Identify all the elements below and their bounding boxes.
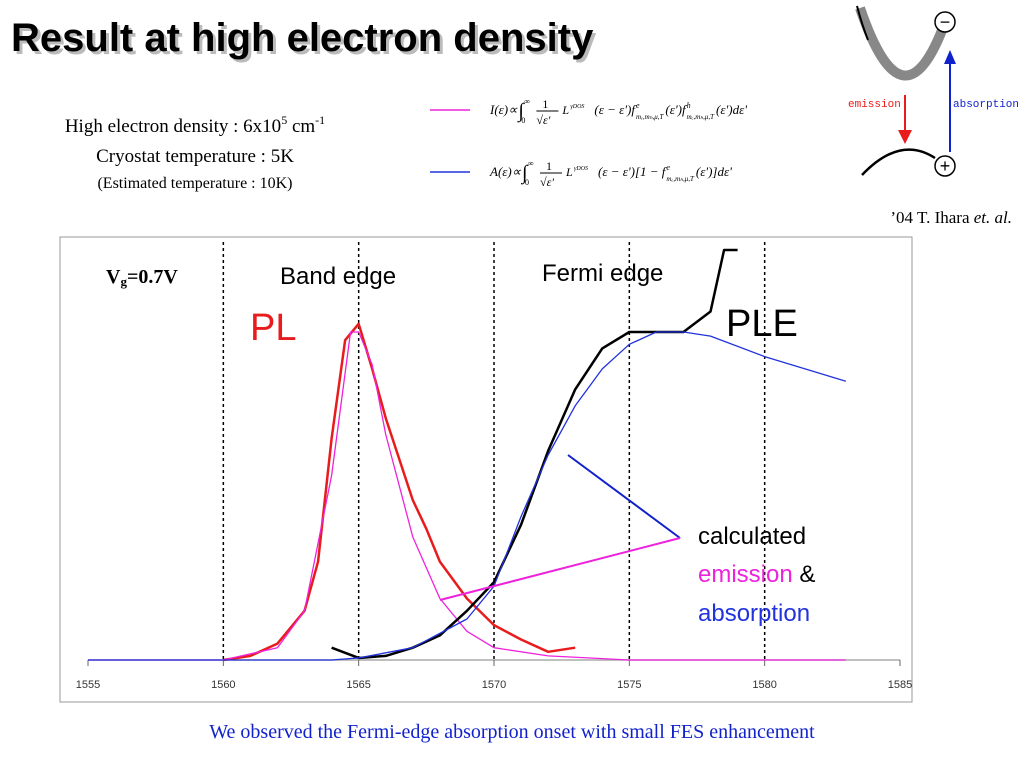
formula-part: L <box>565 165 573 179</box>
fermi-edge-label: Fermi edge <box>542 260 663 287</box>
band-edge-label: Band edge <box>280 263 396 290</box>
pointer <box>567 454 681 539</box>
cryostat: Cryostat temperature : 5K <box>96 146 294 167</box>
formula: I(ε)∝ ∫ ∞01√ε'L γDOS (ε − ε')f emₑ,mₕ,μ,T (ε')… <box>489 97 747 127</box>
emission-label: emission & <box>698 561 815 588</box>
sup: -1 <box>315 113 325 127</box>
formula-part: L <box>561 103 569 117</box>
formula-part: 0 <box>521 116 525 125</box>
citation: ’04 T. Ihara et. al. <box>890 208 1012 227</box>
vg-sub: g <box>120 274 127 289</box>
plus: + <box>940 156 951 176</box>
formula-part: mₑ,mₕ,μ,T <box>687 113 716 121</box>
formula-part: √ε' <box>536 113 550 127</box>
formula-part: γDOS <box>570 104 584 110</box>
formula-part: √ε' <box>540 175 554 189</box>
absorption-label: absorption <box>953 99 1019 111</box>
calculated-label: calculated <box>698 523 806 550</box>
formula-part: e <box>666 163 670 172</box>
formula-part: ∫ <box>520 162 529 185</box>
amp: & <box>793 561 816 588</box>
formula-part: A(ε)∝ <box>489 164 522 179</box>
x-tick-label: 1555 <box>76 679 100 691</box>
title-shadow: Result at high electron density <box>14 19 597 63</box>
formula-part: mₑ,mₕ,μ,T <box>666 175 695 183</box>
emission-label: emission <box>848 99 901 111</box>
x-tick-label: 1565 <box>346 679 370 691</box>
density-line: High electron density : 6x105 cm-1 <box>65 113 325 137</box>
formula-part: 0 <box>525 178 529 187</box>
formula-part: (ε')]dε' <box>696 164 732 179</box>
x-tick-label: 1580 <box>752 679 776 691</box>
series-line <box>331 248 738 660</box>
density-text: High electron density : 6x10 <box>65 116 281 137</box>
pl-label: PL <box>250 307 296 349</box>
formula-part: ∞ <box>528 159 534 168</box>
formula-part: ∫ <box>516 100 525 123</box>
estimated: (Estimated temperature : 10K) <box>97 175 292 192</box>
formula-part: (ε − ε')f <box>594 102 637 117</box>
sup: 5 <box>281 113 287 127</box>
citation-text: ’04 T. Ihara <box>890 208 973 227</box>
formula-part: (ε')f <box>665 102 688 117</box>
caption: We observed the Fermi-edge absorption on… <box>209 721 815 743</box>
series-line <box>88 331 847 661</box>
band-parabola <box>855 6 953 81</box>
x-tick-label: 1570 <box>482 679 506 691</box>
absorption-label: absorption <box>698 600 810 627</box>
formula: A(ε)∝ ∫ ∞ 0 1 √ε' L γDOS (ε − ε')[1 − f e mₑ,mₕ,μ,… <box>489 159 732 189</box>
unit: cm <box>287 116 315 137</box>
valence-band <box>861 148 936 176</box>
formula-part: mₑ,mₕ,μ,T <box>636 113 665 121</box>
title: Result at high electron density <box>11 16 594 60</box>
x-tick-label: 1575 <box>617 679 641 691</box>
pointer <box>439 537 681 601</box>
emission-word: emission <box>698 561 793 588</box>
vg-rest: =0.7V <box>127 266 178 288</box>
citation-etal: et. al. <box>974 208 1012 227</box>
hole <box>934 155 956 177</box>
formula-part: γDOS <box>574 166 588 172</box>
band-line <box>856 5 869 41</box>
vg-main: V <box>106 266 121 288</box>
x-tick-label: 1560 <box>211 679 235 691</box>
formula-part: (ε')dε' <box>716 102 747 117</box>
chart: 1555 1560 1565 1570 1575 1580 1585 Vg=0.7V Band … <box>76 242 912 691</box>
arrowhead <box>944 50 956 64</box>
chart-frame <box>59 236 913 703</box>
formula-part: (ε − ε')[1 − f <box>598 164 668 179</box>
minus: − <box>940 12 951 32</box>
x-tick-label: 1585 <box>888 679 912 691</box>
formula-part: I(ε)∝ <box>489 102 518 117</box>
formula-part: ∞ <box>524 97 530 106</box>
formula-part: h <box>687 101 691 110</box>
formula-part: 1 <box>546 159 552 173</box>
ple-label: PLE <box>726 303 798 345</box>
series-line <box>88 331 846 661</box>
arrowhead <box>898 130 912 144</box>
formula-part: 1 <box>542 97 548 111</box>
formula-part: e <box>636 101 640 110</box>
electron <box>934 11 956 33</box>
vg-label: Vg=0.7V <box>106 266 178 289</box>
